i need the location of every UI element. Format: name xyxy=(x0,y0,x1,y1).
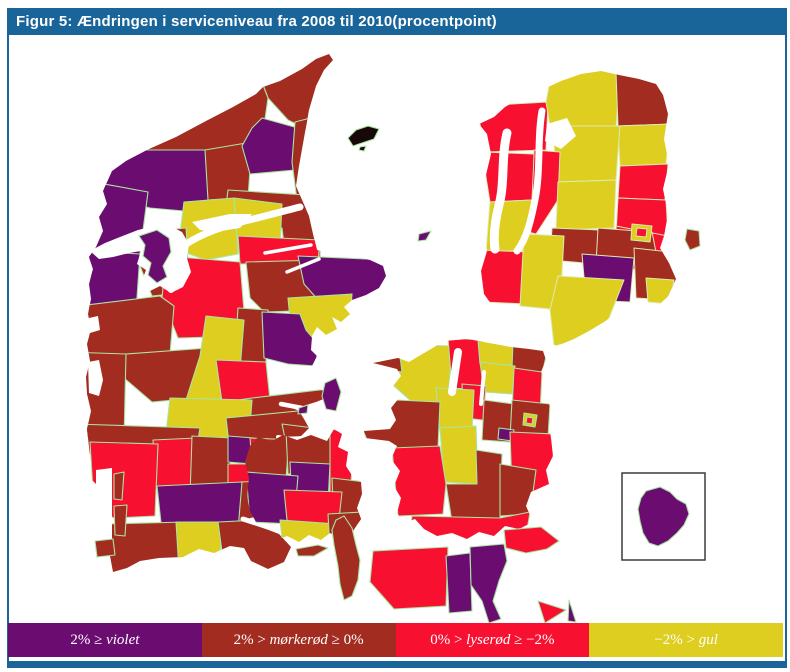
municipality-region xyxy=(175,521,223,572)
legend-item: −2% > gul xyxy=(589,623,783,657)
funen-islands xyxy=(295,515,361,601)
limfjord-water xyxy=(90,203,304,293)
zealand-fjords xyxy=(448,348,486,406)
municipality-region xyxy=(369,355,403,373)
municipality-region xyxy=(567,599,577,623)
municipality-region xyxy=(113,471,125,501)
municipality-region xyxy=(215,359,271,403)
municipality-region xyxy=(635,227,648,238)
municipality-region xyxy=(94,538,116,558)
legend-item: 2% > mørkerød ≥ 0% xyxy=(201,623,396,657)
municipality-region xyxy=(617,123,671,167)
municipality-region xyxy=(499,463,537,517)
figure-frame xyxy=(7,8,9,668)
figure-title-bar: Figur 5: Ændringen i serviceniveau fra 2… xyxy=(8,8,787,35)
municipality-region xyxy=(152,437,197,489)
municipality-region xyxy=(138,229,172,284)
legend-item: 2% ≥ violet xyxy=(8,623,202,657)
municipality-region xyxy=(295,544,329,557)
capital-region-inset xyxy=(479,71,676,346)
municipality-region xyxy=(537,600,567,624)
municipality-region xyxy=(321,377,342,412)
municipality-region xyxy=(555,179,617,231)
municipality-region xyxy=(417,230,432,242)
east-coast-fjords xyxy=(88,243,321,540)
figure-frame xyxy=(785,8,787,668)
municipality-region xyxy=(369,546,449,610)
municipality-region xyxy=(469,543,508,624)
municipality-region xyxy=(113,504,128,537)
municipality-region xyxy=(331,515,361,601)
map-legend: 2% ≥ violet 2% > mørkerød ≥ 0% 0% > lyse… xyxy=(8,623,783,657)
municipality-region xyxy=(637,486,690,547)
municipality-region xyxy=(347,125,380,147)
municipality-region xyxy=(358,145,367,152)
legend-item: 0% > lyserød ≥ −2% xyxy=(395,623,590,657)
small-islands xyxy=(94,125,432,558)
municipality-region xyxy=(364,399,441,451)
municipality-region xyxy=(545,71,621,129)
jutland xyxy=(86,54,386,572)
municipality-region xyxy=(684,228,701,251)
municipality-region xyxy=(645,277,675,305)
bornholm-inset-box xyxy=(621,472,706,561)
municipality-region xyxy=(525,416,534,425)
arreso-lake xyxy=(545,118,576,149)
municipality-region xyxy=(445,552,473,614)
municipality-region xyxy=(615,71,671,127)
municipality-region xyxy=(391,445,447,517)
municipality-region xyxy=(297,404,309,415)
municipality-region xyxy=(549,275,625,346)
municipality-region xyxy=(439,425,479,485)
municipality-region xyxy=(503,526,560,554)
municipality-region xyxy=(617,163,669,201)
southern-islands xyxy=(369,526,577,624)
figure-title: Figur 5: Ændringen i serviceniveau fra 2… xyxy=(16,13,497,30)
figure-frame xyxy=(7,661,787,668)
inset-fjords xyxy=(489,107,576,255)
